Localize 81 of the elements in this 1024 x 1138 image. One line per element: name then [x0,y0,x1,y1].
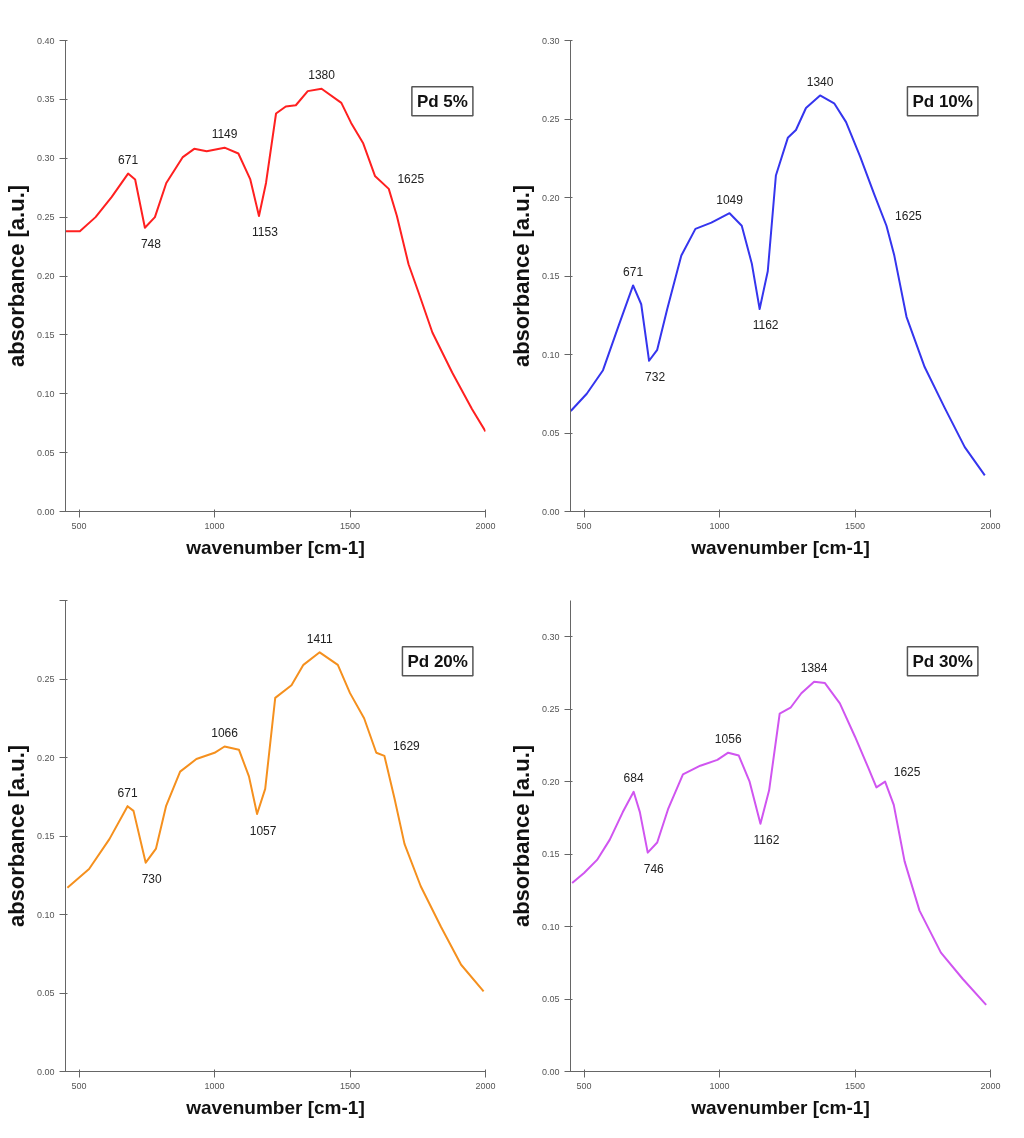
x-tick-label: 2000 [980,520,1001,531]
x-tick-label: 1000 [709,520,730,531]
x-tick-label: 1000 [709,1080,730,1091]
y-tick-label: 0.10 [36,388,55,399]
annotation: 671 [118,153,139,168]
annotation: 684 [623,771,644,786]
annotation: 1625 [397,172,425,187]
annotation: 1049 [716,192,744,207]
y-tick-label: 0.05 [541,428,560,438]
annotation: 748 [140,237,162,252]
annotation: 1625 [893,765,921,780]
x-tick-label: 1000 [204,520,225,531]
y-tick-label: 0.40 [36,35,55,46]
x-axis-title: wavenumber [cm-1] [185,536,365,558]
annotation: Pd 10% [912,91,973,111]
x-tick-label: 2000 [980,1080,1001,1091]
annotation: 1066 [211,726,239,741]
x-tick-label: 1500 [845,520,866,531]
y-tick-label: 0.00 [36,1066,55,1077]
y-tick-label: 0.05 [36,988,55,998]
y-tick-label: 0.25 [36,212,55,223]
annotation: 1411 [306,631,333,646]
annotation: 1384 [800,661,828,676]
annotation: 671 [117,785,138,800]
y-tick-label: 0.00 [541,506,560,517]
y-tick-label: 0.05 [36,447,55,458]
x-axis-title: wavenumber [cm-1] [690,536,870,558]
y-tick-label: 0.10 [541,349,560,360]
y-tick-label: 0.15 [541,849,560,860]
y-tick-label: 0.30 [36,153,55,164]
y-tick-label: 0.20 [541,192,560,203]
y-tick-label: 0.10 [36,909,55,920]
annotation: Pd 20% [407,651,468,671]
y-tick-label: 0.20 [541,776,560,787]
annotation: 1629 [393,739,421,754]
y-tick-label: 0.30 [541,631,560,642]
y-tick-label: 0.25 [36,674,55,684]
annotation: 1162 [752,318,779,333]
y-tick-label: 0.05 [541,994,560,1005]
x-axis-title: wavenumber [cm-1] [185,1096,365,1118]
y-tick-label: 0.20 [36,271,55,281]
x-tick-label: 1500 [340,520,361,531]
y-tick-label: 0.15 [541,271,560,281]
x-tick-label: 500 [576,520,592,531]
annotation: 1340 [806,74,834,89]
annotation: 1153 [252,225,279,240]
x-tick-label: 1500 [845,1080,866,1091]
x-tick-label: 2000 [475,1080,496,1091]
annotation: 1625 [895,209,923,224]
annotation: Pd 5% [416,91,468,111]
annotation: 1380 [308,68,336,83]
annotation: 1056 [714,732,742,747]
y-tick-label: 0.25 [541,704,560,715]
x-tick-label: 1500 [340,1080,361,1091]
x-axis-title: wavenumber [cm-1] [690,1096,870,1118]
annotation: 1149 [211,127,238,142]
x-tick-label: 1000 [204,1080,225,1091]
x-tick-label: 500 [71,1080,87,1091]
y-tick-label: 0.15 [36,831,55,841]
annotation: 1162 [753,833,780,848]
y-tick-label: 0.20 [36,752,55,763]
x-tick-label: 500 [71,520,87,531]
y-axis-title: absorbance [a.u.] [508,744,534,928]
annotation: 1057 [249,823,277,838]
y-axis-title: absorbance [a.u.] [3,744,29,928]
annotation: 732 [645,370,666,385]
y-tick-label: 0.00 [541,1066,560,1077]
y-tick-label: 0.25 [541,114,560,124]
annotation: 746 [643,862,665,877]
y-tick-label: 0.15 [36,329,55,340]
y-axis-title: absorbance [a.u.] [3,184,29,368]
y-axis-title: absorbance [a.u.] [508,184,534,368]
y-tick-label: 0.10 [541,921,560,932]
annotation: 730 [141,872,163,887]
y-tick-label: 0.35 [36,94,55,105]
x-tick-label: 500 [576,1080,592,1091]
annotation: Pd 30% [912,651,973,671]
y-tick-label: 0.30 [541,35,560,46]
y-tick-label: 0.00 [36,506,55,517]
annotation: 671 [623,264,644,279]
x-tick-label: 2000 [475,520,496,531]
